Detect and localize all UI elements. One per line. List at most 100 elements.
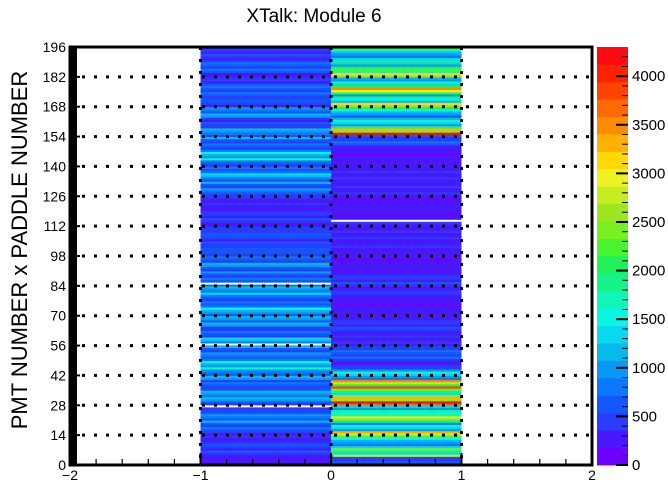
heatmap-cell (200, 415, 331, 419)
heatmap-cell (331, 68, 462, 71)
heatmap-cell (331, 262, 462, 265)
palette-swatch (597, 221, 628, 239)
palette-swatch (597, 343, 628, 361)
palette-swatch (597, 186, 628, 205)
heatmap-cell (200, 234, 331, 238)
heatmap-cell (331, 445, 462, 449)
heatmap-cell (200, 364, 331, 368)
heatmap-cell (200, 420, 331, 423)
heatmap-cell (331, 456, 462, 459)
grid-lines (70, 47, 592, 465)
heatmap-cell (331, 407, 462, 410)
heatmap-cell (200, 164, 331, 167)
heatmap-cell (200, 277, 331, 280)
axes: 0 14 28 42 56 70 84 98 112 126 140 154 168 182 196 −2 −1… (43, 39, 596, 482)
heatmap-cell (200, 215, 331, 219)
heatmap-cell (200, 362, 331, 366)
palette-swatch (597, 447, 628, 466)
heatmap-cell (200, 177, 331, 180)
palette-swatch (597, 256, 628, 274)
palette-swatch (597, 395, 628, 414)
heatmap-cell (200, 377, 331, 381)
heatmap-cell (200, 273, 331, 276)
heatmap-cell (331, 64, 462, 67)
heatmap-cell (200, 132, 331, 135)
heatmap-cell (331, 458, 462, 462)
heatmap-cell (331, 426, 462, 430)
heatmap-cell (331, 396, 462, 400)
heatmap-cell (200, 110, 331, 114)
heatmap-cell (200, 104, 331, 108)
heatmap-cell (200, 64, 331, 67)
heatmap-cell (200, 162, 331, 165)
heatmap-cell (331, 241, 462, 244)
z-tick-label: 2500 (632, 214, 665, 231)
heatmap-cell (331, 87, 462, 91)
heatmap-cell (331, 309, 462, 312)
heatmap-cell (200, 296, 331, 300)
heatmap-cell (200, 51, 331, 54)
heatmap-cell (200, 441, 331, 445)
heatmap-cell (200, 140, 331, 144)
heatmap-cell (331, 215, 462, 219)
heatmap-cell (331, 418, 462, 421)
heatmap-cell (200, 447, 331, 451)
heatmap-cell (200, 91, 331, 95)
heatmap-cell (331, 234, 462, 238)
heatmap-cell (200, 168, 331, 172)
heatmap-cell (331, 132, 462, 135)
heatmap-cell (331, 232, 462, 236)
heatmap-cell (200, 89, 331, 93)
heatmap-cell (200, 409, 331, 413)
heatmap-cell (200, 424, 331, 428)
heatmap-cell (331, 460, 462, 464)
x-tick-label: −2 (62, 467, 78, 482)
heatmap-cell (200, 392, 331, 396)
heatmap-cell (331, 213, 462, 216)
heatmap-cell (200, 302, 331, 306)
heatmap-cell (200, 128, 331, 131)
heatmap-cell (331, 279, 462, 282)
heatmap-cell (331, 420, 462, 423)
heatmap-cell (331, 181, 462, 184)
heatmap-cell (200, 383, 331, 387)
heatmap-cell (200, 460, 331, 464)
heatmap-cells (200, 47, 462, 466)
heatmap-cell (331, 192, 462, 195)
heatmap-cell (331, 332, 462, 336)
heatmap-cell (331, 452, 462, 455)
heatmap-cell (200, 373, 331, 376)
heatmap-cell (331, 249, 462, 253)
y-tick-label: 42 (50, 367, 66, 383)
heatmap-cell (331, 209, 462, 212)
y-tick-label: 182 (43, 69, 67, 85)
z-tick-label: 3500 (632, 117, 665, 134)
palette-swatch (597, 151, 628, 170)
palette-swatch (597, 116, 628, 135)
heatmap-cell (331, 439, 462, 442)
palette-swatch (597, 360, 628, 379)
heatmap-cell (331, 238, 462, 242)
heatmap-cell (200, 345, 331, 349)
heatmap-cell (331, 354, 462, 357)
heatmap-cell (331, 317, 462, 321)
heatmap-cell (331, 100, 462, 103)
heatmap-cell (331, 349, 462, 353)
heatmap-cell (200, 256, 331, 259)
palette-swatch (597, 325, 628, 344)
heatmap-cell (200, 181, 331, 184)
heatmap-cell-highlight (200, 405, 331, 408)
heatmap-cell (200, 437, 331, 440)
heatmap-cell (200, 428, 331, 432)
heatmap-cell (200, 450, 331, 453)
heatmap-cell (200, 226, 331, 229)
heatmap-cell (200, 319, 331, 323)
heatmap-cell (331, 409, 462, 413)
heatmap-cell (200, 70, 331, 73)
heatmap-cell (331, 300, 462, 304)
palette-swatch (597, 81, 628, 100)
palette-swatch (597, 290, 628, 309)
heatmap-cell (200, 349, 331, 353)
heatmap-cell (200, 55, 331, 59)
heatmap-cell (331, 140, 462, 144)
